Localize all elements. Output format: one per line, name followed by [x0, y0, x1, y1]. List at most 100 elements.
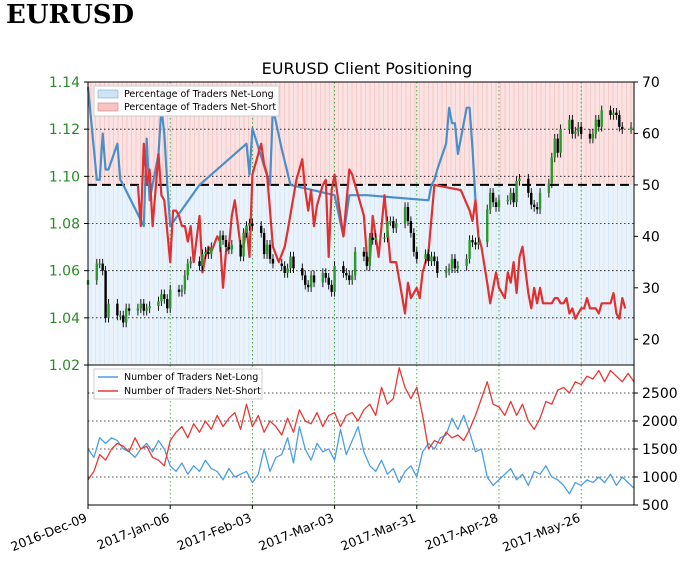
candle-body [289, 256, 292, 269]
candle-body [621, 126, 624, 130]
candle-body [107, 303, 110, 318]
candle-body [527, 178, 530, 193]
candle-body [119, 315, 122, 317]
candle-body [389, 221, 392, 223]
candle-body [600, 110, 603, 127]
percentage-tick-label: 30 [642, 281, 660, 297]
candle-body [386, 221, 389, 238]
candle-body [265, 244, 269, 255]
candle-body [312, 275, 316, 283]
candle-body [227, 247, 231, 250]
candle-body [412, 232, 416, 252]
legend-swatch-net-short-pct [97, 102, 119, 112]
candle-body [210, 247, 213, 255]
bottom-panel-frame [87, 364, 635, 506]
candle-body [615, 112, 618, 116]
candle-body [547, 183, 551, 193]
candle-body [427, 254, 430, 262]
candle-body [424, 254, 427, 259]
legend-label-net-short-count: Number of Traders Net-Short [124, 386, 261, 397]
candle-body [122, 315, 125, 323]
candle-body [395, 223, 398, 229]
legend-label-net-short-pct: Percentage of Traders Net-Short [124, 102, 276, 113]
candle-body [324, 273, 327, 278]
net-long-count-line [87, 414, 635, 495]
candle-body [597, 119, 600, 127]
trader-count-tick-label: 2500 [642, 386, 678, 402]
date-tick-label: 2017-Mar-31 [339, 510, 418, 554]
candle-body [491, 192, 495, 203]
candle-body [168, 289, 172, 309]
candle-body [579, 126, 583, 134]
candle-body [486, 209, 489, 243]
candle-body [116, 303, 119, 316]
candle-body [309, 275, 313, 288]
candle-body [189, 261, 192, 264]
candle-body [321, 273, 325, 283]
candle-body [198, 261, 201, 266]
candle-body [345, 273, 348, 276]
price-tick-label: 1.14 [49, 75, 80, 91]
candle-body [474, 242, 477, 245]
candle-body [180, 289, 184, 292]
candle-body [136, 308, 140, 311]
top-legend: Percentage of Traders Net-Long Percentag… [93, 85, 280, 117]
candle-body [371, 237, 374, 241]
candle-body [556, 138, 559, 153]
candle-body [494, 202, 498, 207]
candle-body [512, 192, 515, 203]
candle-body [259, 225, 263, 233]
price-tick-label: 1.04 [49, 311, 80, 327]
candle-body [362, 251, 366, 257]
trader-count-axis: 500 1000 1500 2000 2500 [634, 386, 678, 514]
candle-body [101, 263, 104, 271]
candle-body [568, 119, 571, 130]
net-short-count-line [87, 367, 635, 481]
candle-body [488, 192, 492, 210]
candle-body [415, 251, 418, 259]
candle-body [559, 129, 562, 153]
candle-body [98, 263, 101, 265]
candle-body [353, 251, 357, 276]
candle-body [574, 131, 577, 134]
candle-body [453, 258, 457, 269]
date-tick-label: 2017-Feb-03 [175, 510, 254, 553]
candle-body [242, 232, 245, 257]
candle-body [471, 240, 474, 243]
trader-count-tick-label: 1000 [642, 470, 678, 486]
legend-label-net-long-count: Number of Traders Net-Long [124, 372, 258, 383]
page-title: EURUSD [6, 0, 135, 30]
candle-body [333, 265, 336, 292]
candle-body [304, 275, 307, 285]
top-legend-box [93, 85, 280, 117]
candle-body [207, 251, 210, 255]
date-tick-label: 2017-Apr-28 [423, 510, 500, 553]
percentage-tick-label: 70 [642, 75, 660, 91]
date-tick-label: 2017-Mar-03 [256, 510, 335, 554]
price-tick-label: 1.10 [49, 169, 80, 185]
candle-body [538, 192, 542, 210]
candle-body [163, 294, 166, 299]
bottom-legend: Number of Traders Net-Long Number of Tra… [93, 368, 263, 400]
candle-body [286, 268, 289, 274]
candle-body [95, 263, 99, 281]
candle-body [509, 192, 512, 200]
candle-body [374, 237, 377, 241]
candle-body [166, 298, 169, 309]
date-tick-label: 2017-Jan-06 [95, 510, 172, 553]
candle-body [330, 284, 333, 292]
candle-body [306, 284, 310, 288]
candle-body [629, 126, 633, 130]
candle-body [571, 119, 574, 134]
bottom-panel-series [87, 367, 635, 495]
candle-body [497, 199, 501, 207]
candle-body [468, 240, 471, 259]
candle-body [365, 256, 369, 266]
percentage-tick-label: 40 [642, 229, 660, 245]
price-tick-label: 1.06 [49, 264, 80, 280]
candle-body [224, 240, 228, 248]
date-tick-label: 2017-May-26 [500, 510, 582, 555]
candle-body [515, 181, 518, 203]
candle-body [403, 206, 407, 224]
candle-body [157, 301, 160, 307]
